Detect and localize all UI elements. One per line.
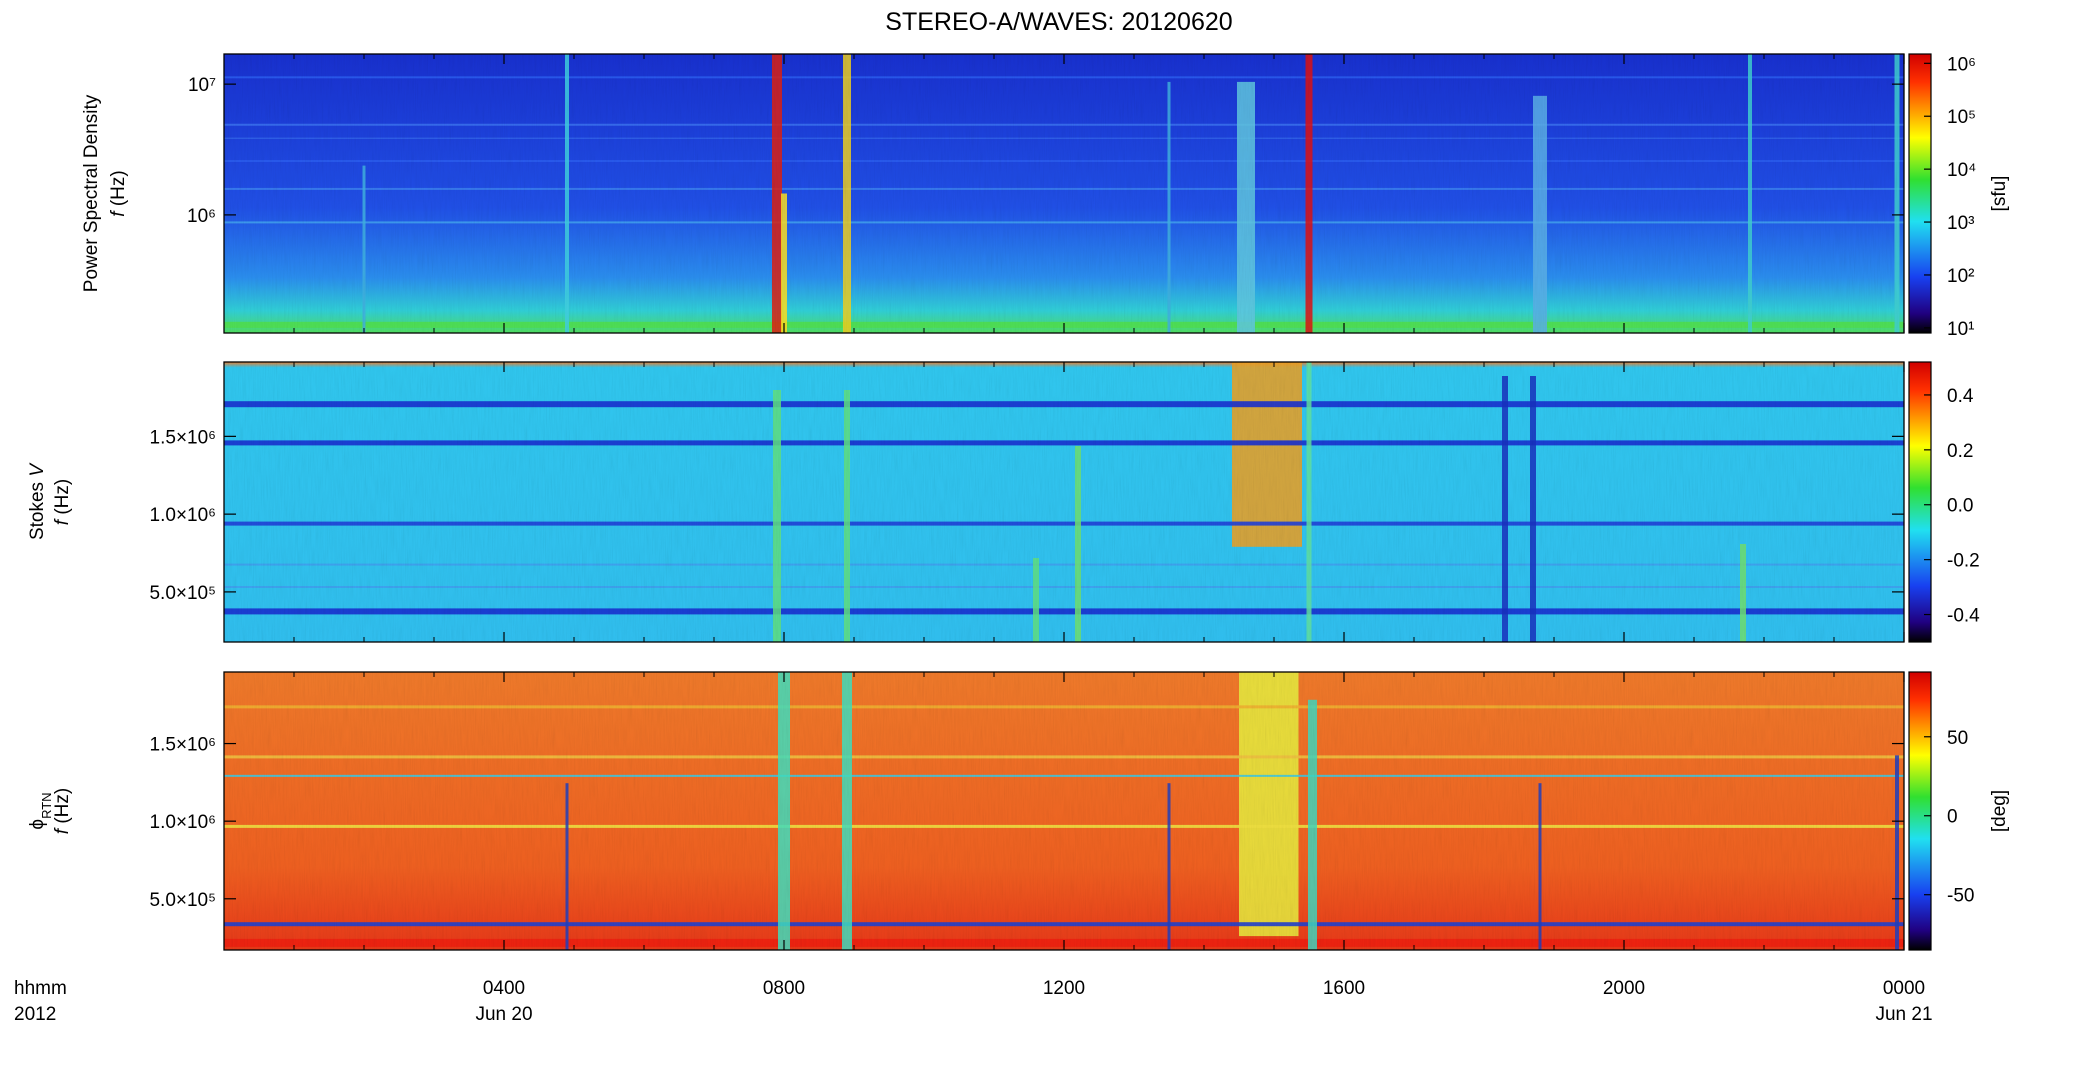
y-axis-label: f (Hz) [52,788,73,834]
figure-title: STEREO-A/WAVES: 20120620 [885,8,1232,36]
y-axis-label-part: f [52,518,73,525]
y-axis-label-part: ϕ [27,819,48,830]
y-tick-label: 5.0×10⁵ [149,583,216,604]
x-tick-label: 0400 [483,978,525,999]
colorbar-tick-label: 10¹ [1947,319,1974,340]
noise-texture [224,672,1904,950]
spectrogram-image [224,362,1904,642]
colorbar [1908,361,1932,643]
y-axis-label: f (Hz) [108,170,129,216]
y-axis-label: Stokes V [27,462,48,540]
y-axis-label: Power Spectral Density [81,94,102,292]
colorbar-tick-label: 10⁶ [1947,54,1976,75]
colorbar-tick-label: -0.4 [1947,606,1980,627]
y-tick-label: 1.5×10⁶ [150,427,216,448]
colorbar-tick-label: -0.2 [1947,551,1980,572]
noise-texture [224,362,1904,642]
y-tick-label: 1.0×10⁶ [150,505,216,526]
y-axis-label-part: (Hz) [108,170,129,211]
colorbar [1908,671,1932,951]
y-axis-label-part: Power Spectral Density [81,94,102,292]
colorbar-tick-label: 10² [1947,266,1974,287]
y-axis-label-part: f [108,210,129,217]
x-tick-label: 1600 [1323,978,1365,999]
spectrogram-image [224,54,1904,333]
noise-texture [224,54,1904,333]
y-axis-label-part: Stokes [27,477,48,540]
colorbar-tick-label: 10⁴ [1947,160,1976,181]
x-tick-label: 0000 [1883,978,1925,999]
y-tick-label: 5.0×10⁵ [149,890,216,911]
colorbar-tick-label: 0.0 [1947,496,1973,517]
y-axis-label-part: (Hz) [52,788,73,829]
y-tick-label: 1.0×10⁶ [150,812,216,833]
colorbar-label: [sfu] [1989,176,2010,212]
y-axis-label-part: V [27,462,48,477]
colorbar-tick-label: 50 [1947,728,1968,749]
x-tick-label: 1200 [1043,978,1085,999]
colorbar [1908,53,1932,334]
y-axis-label-part: (Hz) [52,479,73,520]
y-axis-label-part: f [52,827,73,834]
x-tick-label: 2000 [1603,978,1645,999]
x-date-label: Jun 21 [1875,1004,1932,1025]
colorbar-tick-label: 10³ [1947,213,1974,234]
y-tick-label: 10⁷ [188,75,216,96]
y-axis-label-part: RTN [39,792,54,818]
x-axis-label: 2012 [14,1004,56,1025]
colorbar-label: [deg] [1989,790,2010,832]
colorbar-tick-label: 0.2 [1947,441,1973,462]
x-date-label: Jun 20 [475,1004,532,1025]
x-tick-label: 0800 [763,978,805,999]
colorbar-tick-label: -50 [1947,886,1974,907]
y-tick-label: 10⁶ [187,206,216,227]
colorbar-tick-label: 10⁵ [1947,107,1976,128]
colorbar-tick-label: 0.4 [1947,386,1974,407]
y-tick-label: 1.5×10⁶ [150,735,216,756]
spectrogram-image [224,672,1904,950]
y-axis-label: ϕRTN [27,792,54,829]
y-axis-label: f (Hz) [52,479,73,525]
colorbar-tick-label: 0 [1947,807,1958,828]
x-axis-label: hhmm [14,978,67,999]
